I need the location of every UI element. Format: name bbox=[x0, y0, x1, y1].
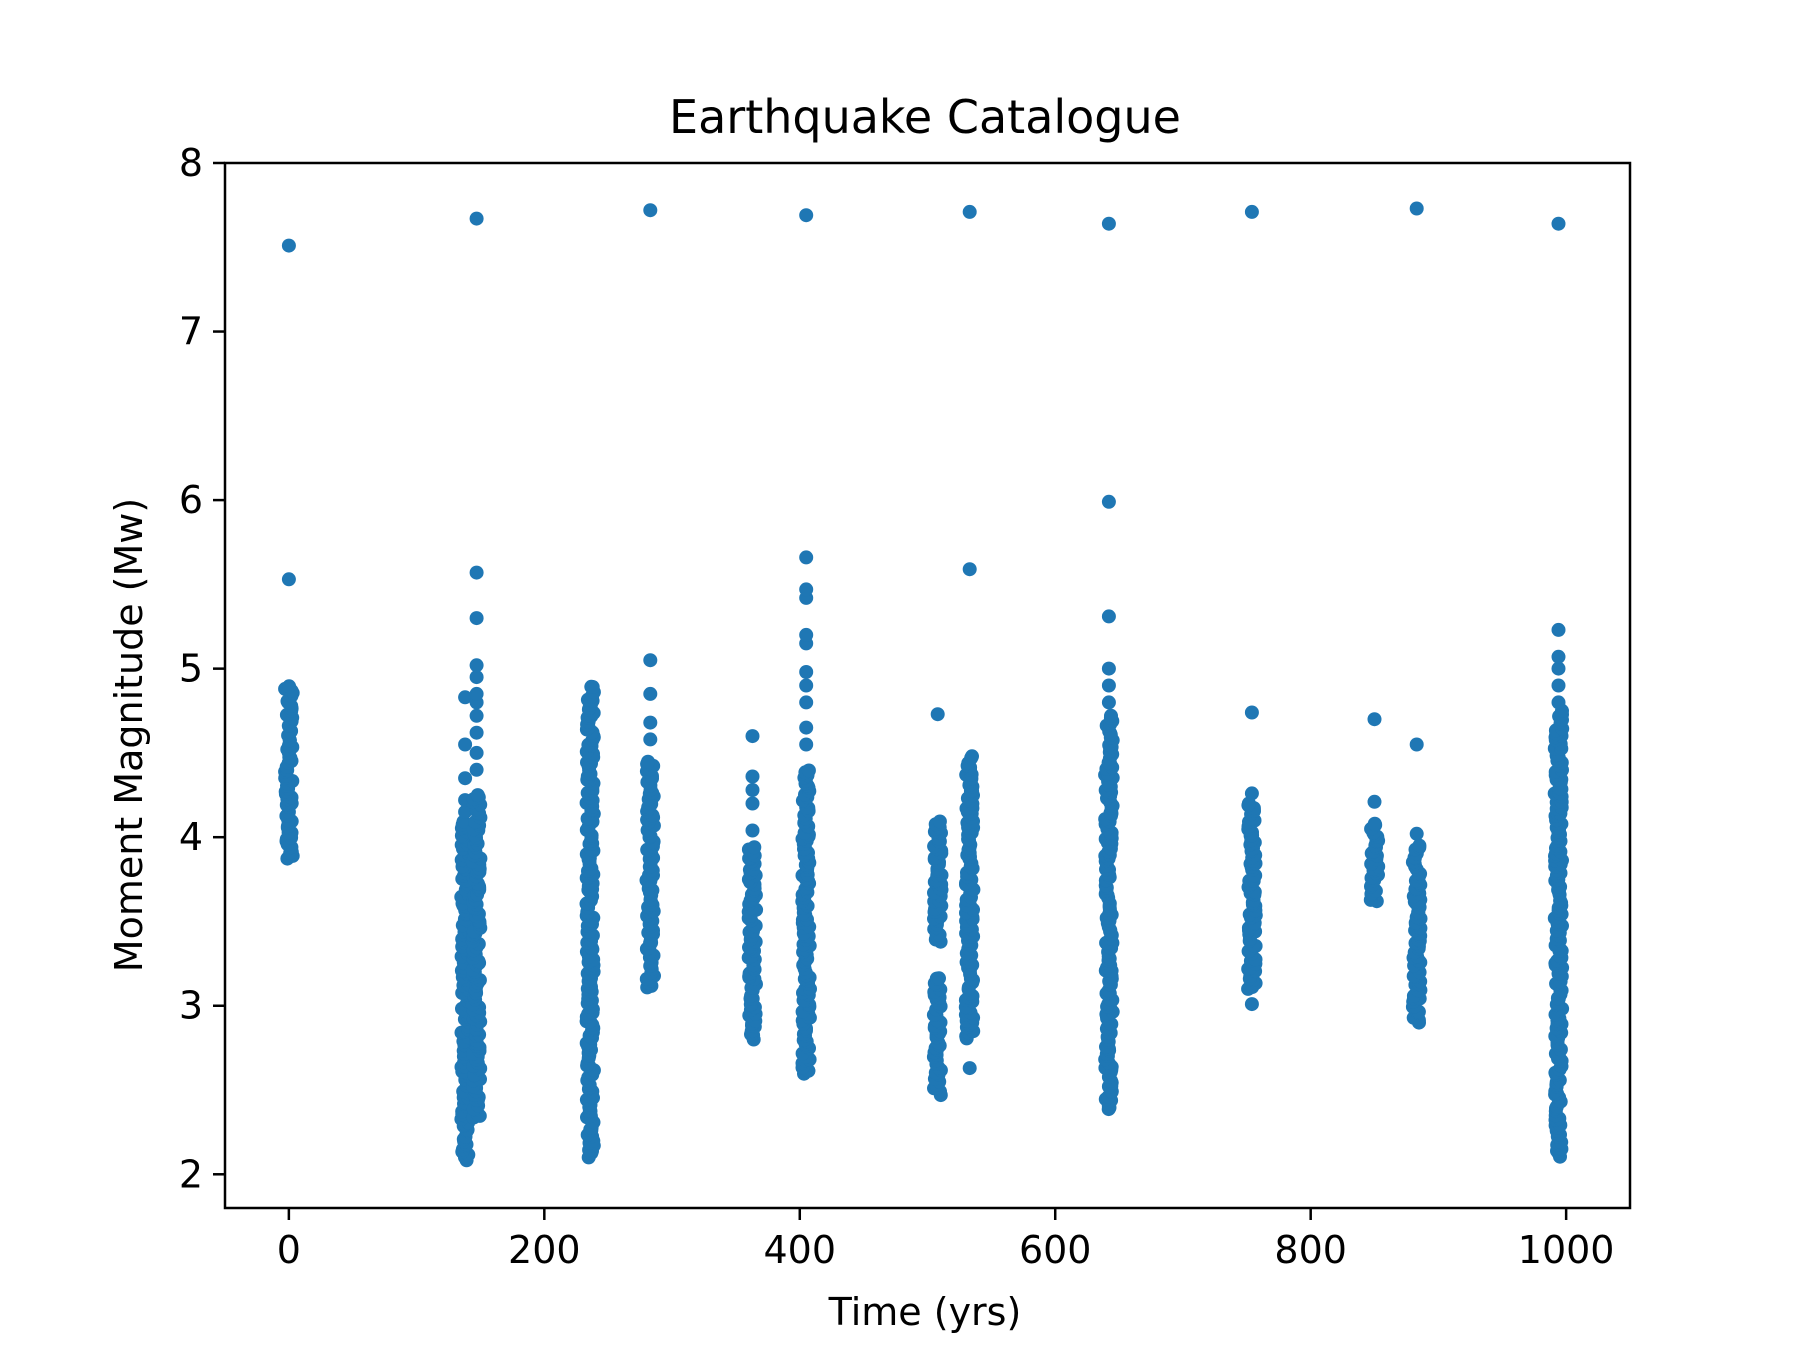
data-point bbox=[458, 738, 472, 752]
data-point bbox=[799, 738, 813, 752]
x-tick-label: 1000 bbox=[1518, 1228, 1615, 1272]
x-tick-label: 800 bbox=[1274, 1228, 1347, 1272]
y-axis-label: Moment Magnitude (Mw) bbox=[107, 498, 151, 972]
data-point bbox=[1368, 712, 1382, 726]
data-point bbox=[470, 746, 484, 760]
y-tick-label: 5 bbox=[179, 647, 203, 691]
data-point bbox=[1102, 679, 1116, 693]
data-point bbox=[746, 783, 760, 797]
data-point bbox=[586, 680, 600, 694]
y-tick-label: 4 bbox=[179, 815, 203, 859]
data-point bbox=[963, 1061, 977, 1075]
data-point bbox=[458, 771, 472, 785]
data-points bbox=[278, 202, 1569, 1168]
data-point bbox=[799, 721, 813, 735]
data-point bbox=[799, 550, 813, 564]
y-tick-label: 8 bbox=[179, 141, 203, 185]
data-point bbox=[1410, 202, 1424, 216]
data-point bbox=[1552, 679, 1566, 693]
data-point bbox=[799, 208, 813, 222]
y-axis-ticks: 2 3 4 5 6 7 8 bbox=[179, 141, 225, 1196]
data-point bbox=[1245, 205, 1259, 219]
data-point bbox=[282, 239, 296, 253]
data-point bbox=[282, 572, 296, 586]
data-point bbox=[282, 679, 296, 693]
data-point bbox=[1245, 997, 1259, 1011]
data-point bbox=[746, 729, 760, 743]
y-tick-label: 3 bbox=[179, 984, 203, 1028]
data-point bbox=[471, 788, 485, 802]
data-point bbox=[1410, 827, 1424, 841]
data-point bbox=[1368, 817, 1382, 831]
chart-title: Earthquake Catalogue bbox=[669, 90, 1181, 144]
y-tick-label: 7 bbox=[179, 310, 203, 354]
data-point bbox=[746, 797, 760, 811]
y-tick-label: 2 bbox=[179, 1152, 203, 1196]
x-axis-label: Time (yrs) bbox=[828, 1290, 1022, 1334]
data-point bbox=[1102, 695, 1116, 709]
data-point bbox=[470, 763, 484, 777]
data-point bbox=[470, 611, 484, 625]
y-tick-label: 6 bbox=[179, 478, 203, 522]
data-point bbox=[470, 658, 484, 672]
data-point bbox=[963, 562, 977, 576]
data-point bbox=[470, 212, 484, 226]
data-point bbox=[1104, 709, 1118, 723]
data-point bbox=[470, 687, 484, 701]
data-point bbox=[747, 840, 761, 854]
data-point bbox=[932, 971, 946, 985]
data-point bbox=[1102, 495, 1116, 509]
x-tick-label: 600 bbox=[1019, 1228, 1092, 1272]
data-point bbox=[641, 755, 655, 769]
plot-frame bbox=[225, 163, 1630, 1208]
data-point bbox=[1552, 623, 1566, 637]
data-point bbox=[1552, 650, 1566, 664]
data-point bbox=[643, 687, 657, 701]
data-point bbox=[1102, 609, 1116, 623]
data-point bbox=[470, 566, 484, 580]
data-point bbox=[1368, 795, 1382, 809]
data-point bbox=[931, 707, 945, 721]
data-point bbox=[643, 203, 657, 217]
data-point bbox=[799, 582, 813, 596]
data-point bbox=[963, 205, 977, 219]
data-point bbox=[643, 716, 657, 730]
data-point bbox=[1552, 217, 1566, 231]
data-point bbox=[799, 679, 813, 693]
data-point bbox=[1102, 662, 1116, 676]
x-axis-ticks: 0 200 400 600 800 1000 bbox=[277, 1208, 1615, 1272]
data-point bbox=[470, 726, 484, 740]
data-point bbox=[965, 749, 979, 763]
data-point bbox=[1410, 738, 1424, 752]
data-point bbox=[1412, 839, 1426, 853]
x-tick-label: 200 bbox=[508, 1228, 581, 1272]
data-point bbox=[643, 732, 657, 746]
data-point bbox=[746, 824, 760, 838]
data-point bbox=[933, 815, 947, 829]
data-point bbox=[746, 770, 760, 784]
data-point bbox=[1552, 695, 1566, 709]
data-point bbox=[643, 653, 657, 667]
data-point bbox=[802, 764, 816, 778]
data-point bbox=[1245, 786, 1259, 800]
data-point bbox=[1102, 217, 1116, 231]
x-tick-label: 400 bbox=[764, 1228, 837, 1272]
data-point bbox=[799, 665, 813, 679]
data-point bbox=[799, 695, 813, 709]
data-point bbox=[470, 709, 484, 723]
data-point bbox=[1245, 706, 1259, 720]
x-tick-label: 0 bbox=[277, 1228, 301, 1272]
data-point bbox=[799, 628, 813, 642]
